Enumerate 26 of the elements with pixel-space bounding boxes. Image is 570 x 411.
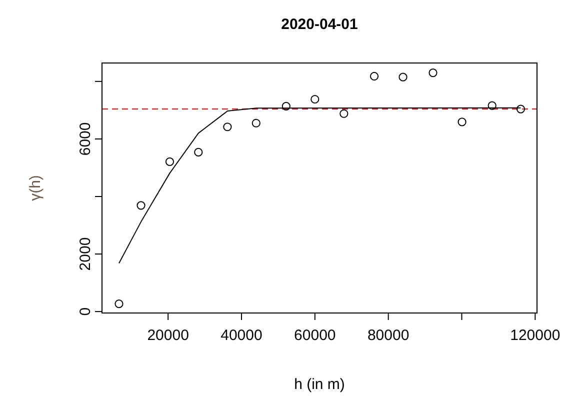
x-tick-label: 40000 <box>220 327 262 344</box>
y-axis-title: γ(h) <box>27 175 44 201</box>
point <box>114 299 124 308</box>
point <box>165 157 174 166</box>
point <box>488 101 496 110</box>
point <box>428 68 438 78</box>
y-tick-label: 6000 <box>77 122 94 156</box>
point <box>223 122 232 132</box>
y-tick-label: 2000 <box>77 237 94 271</box>
point <box>340 109 348 118</box>
x-tick-label: 60000 <box>294 327 336 344</box>
x-axis-title: h (in m) <box>294 376 345 393</box>
point <box>370 72 379 81</box>
point <box>458 118 466 126</box>
point <box>194 148 203 156</box>
x-tick-label: 120000 <box>510 327 560 344</box>
point <box>136 201 146 210</box>
point <box>282 102 290 110</box>
x-tick-label: 20000 <box>147 327 189 344</box>
x-tick-label: 80000 <box>367 327 410 344</box>
chart-title: 2020-04-01 <box>281 16 358 33</box>
point <box>310 94 320 104</box>
point <box>252 118 260 128</box>
point <box>516 104 526 114</box>
y-tick-label: 0 <box>77 307 94 316</box>
point <box>398 72 408 82</box>
